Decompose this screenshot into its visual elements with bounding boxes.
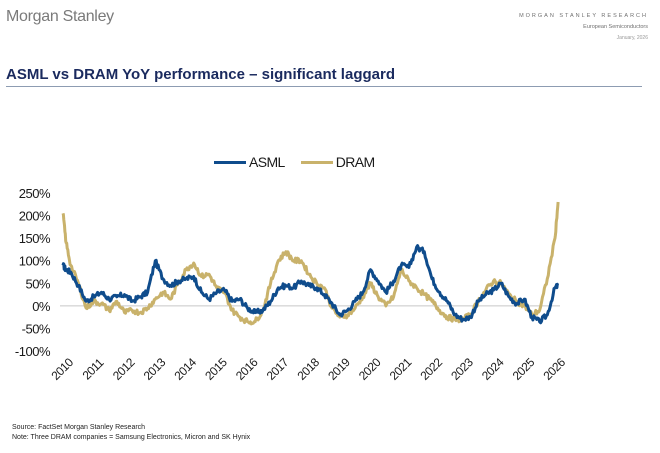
legend-label-dram: DRAM (335, 154, 375, 170)
x-tick-label: 2026 (540, 355, 568, 383)
x-tick-label: 2014 (171, 355, 199, 383)
page-title: ASML vs DRAM YoY performance – significa… (6, 66, 395, 83)
x-tick-label: 2022 (417, 355, 445, 383)
footnote: Note: Three DRAM companies = Samsung Ele… (12, 434, 251, 441)
x-tick-label: 2023 (448, 355, 476, 383)
y-tick-label: -50% (22, 321, 51, 336)
x-tick-label: 2012 (110, 355, 138, 383)
morgan-stanley-logo: Morgan Stanley (6, 8, 114, 25)
y-tick-label: 100% (19, 254, 51, 269)
title-divider (6, 86, 642, 87)
chart-footer: Source: FactSet Morgan Stanley Research … (12, 423, 250, 443)
x-tick-label: 2018 (294, 355, 322, 383)
x-tick-label: 2025 (510, 355, 538, 383)
y-tick-label: -100% (15, 344, 51, 359)
report-header: MORGAN STANLEY RESEARCH European Semicon… (519, 13, 648, 41)
sector-label: European Semiconductors (583, 24, 648, 30)
x-tick-label: 2024 (479, 355, 507, 383)
x-tick-label: 2013 (141, 355, 169, 383)
source-note: Source: FactSet Morgan Stanley Research (12, 424, 146, 431)
y-tick-label: 250% (19, 186, 51, 201)
x-tick-label: 2011 (80, 355, 107, 382)
legend-label-asml: ASML (249, 154, 285, 170)
y-tick-label: 150% (19, 231, 51, 246)
chart-legend: ASML DRAM (214, 154, 391, 170)
x-tick-label: 2015 (202, 355, 230, 383)
y-tick-label: 50% (25, 276, 50, 291)
legend-swatch-dram (300, 160, 333, 164)
y-tick-label: 200% (19, 209, 51, 224)
series-line-asml (61, 244, 560, 325)
x-tick-label: 2020 (356, 355, 384, 383)
x-tick-label: 2016 (233, 355, 261, 383)
legend-swatch-asml (214, 160, 246, 164)
x-tick-label: 2010 (48, 355, 76, 383)
report-date: January, 2026 (616, 35, 648, 41)
research-label: MORGAN STANLEY RESEARCH (519, 13, 648, 19)
legend-item-dram: DRAM (300, 154, 375, 170)
x-tick-label: 2017 (264, 355, 292, 383)
x-axis: 2010 2011 2012 2013 2014 2015 2016 2017 2018 2019… (48, 355, 568, 383)
x-tick-label: 2021 (387, 355, 415, 383)
plot-area (60, 201, 560, 326)
y-tick-label: 0% (32, 299, 51, 314)
y-axis: 250% 200% 150% 100% 50% 0% -50% -100% (15, 186, 52, 359)
x-tick-label: 2019 (325, 355, 353, 383)
legend-item-asml: ASML (214, 154, 285, 170)
